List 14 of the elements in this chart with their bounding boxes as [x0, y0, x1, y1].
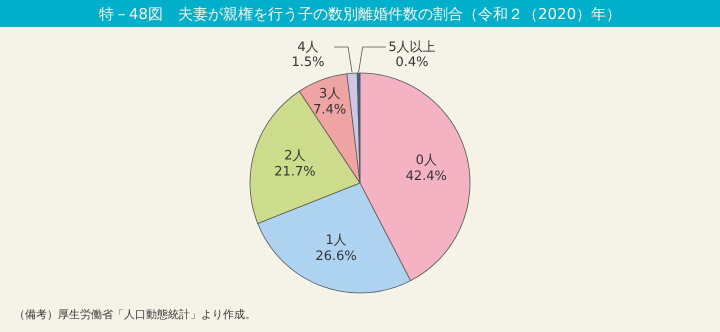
data-label: 42.4% [406, 168, 447, 184]
data-label: 0.4% [395, 55, 429, 70]
chart-title: 特－48図 夫妻が親権を行う子の数別離婚件数の割合（令和２（2020）年） [98, 5, 622, 23]
slice-label: 5人以上 [388, 40, 436, 55]
slice-label: 2人 [284, 148, 306, 164]
data-label: 26.6% [315, 248, 357, 264]
slice-label: 4人 [297, 40, 319, 55]
text: （備考）厚生労働省「人口動態統計」より作成。 [14, 308, 256, 321]
slice-label: 1人 [325, 232, 347, 248]
slice-label: 3人 [319, 86, 340, 102]
data-label: 21.7% [274, 164, 316, 180]
data-label: 1.5% [291, 55, 325, 70]
data-label: 7.4% [313, 102, 346, 118]
slice-label: 0人 [416, 152, 437, 168]
